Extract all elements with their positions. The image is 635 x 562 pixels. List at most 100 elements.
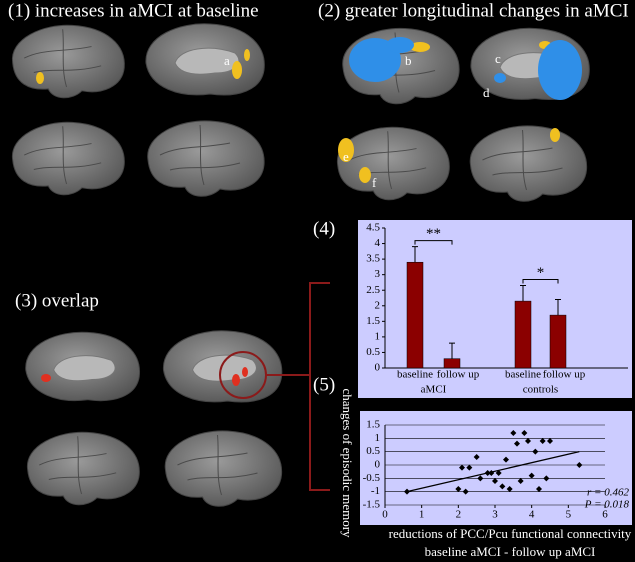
significance-label: ** <box>426 226 441 242</box>
region-letter: f <box>372 175 377 190</box>
y-tick-label: 0 <box>375 459 381 471</box>
x-tick-label: follow up <box>543 369 586 381</box>
y-tick-label: 3.5 <box>366 253 380 265</box>
x-tick-label: 3 <box>492 509 498 521</box>
point <box>547 438 553 444</box>
point <box>462 488 469 495</box>
activation <box>41 367 248 386</box>
region-letter: a <box>224 53 230 68</box>
point <box>521 430 528 436</box>
error-bar <box>555 299 561 316</box>
significance-bracket <box>414 240 453 245</box>
y-tick-label: 2.5 <box>366 284 380 296</box>
x-tick-label: 5 <box>566 509 572 521</box>
point <box>488 470 495 476</box>
point <box>477 475 484 482</box>
brain <box>469 125 588 202</box>
annotation: P = 0.018 <box>584 499 630 511</box>
point <box>543 475 550 482</box>
y-tick-label: 0.5 <box>366 445 380 457</box>
significance-label: * <box>537 265 545 281</box>
brain <box>11 121 125 196</box>
region-letter: d <box>483 85 490 100</box>
y-tick-label: 4 <box>375 237 381 249</box>
error-bar <box>520 285 526 302</box>
point <box>404 488 410 495</box>
x-tick-label: 4 <box>529 509 535 521</box>
panel-label: (4) <box>313 218 335 239</box>
group-label: aMCI <box>421 384 447 396</box>
panel-label: (5) <box>313 374 335 395</box>
x-axis-label: baseline aMCI - follow up aMCI <box>425 544 596 559</box>
brain <box>25 331 141 402</box>
group-label: controls <box>523 384 558 396</box>
bar <box>549 314 567 369</box>
point <box>499 483 506 490</box>
brain-images <box>11 23 590 507</box>
point <box>532 448 539 455</box>
x-tick-label: 2 <box>456 509 462 521</box>
brain <box>147 120 265 197</box>
x-tick-label: 1 <box>419 509 425 521</box>
chart-background <box>360 411 632 525</box>
brain <box>164 430 283 507</box>
significance-bracket <box>522 279 559 284</box>
point <box>503 456 509 463</box>
fit-line <box>406 451 580 493</box>
brain <box>336 126 450 201</box>
y-tick-label: 1.5 <box>366 419 380 431</box>
point <box>539 438 546 444</box>
bar <box>443 358 461 369</box>
bar <box>514 300 532 369</box>
annotation: r = 0.462 <box>587 487 629 499</box>
point <box>510 430 517 436</box>
y-tick-label: -1 <box>371 485 380 497</box>
point <box>473 454 480 460</box>
x-tick-label: follow up <box>437 369 480 381</box>
point <box>466 464 473 471</box>
x-tick-label: 6 <box>602 509 608 521</box>
point <box>517 478 524 484</box>
point <box>525 438 531 444</box>
point <box>492 478 498 484</box>
point <box>514 440 520 447</box>
bar <box>406 261 424 369</box>
point <box>528 472 535 479</box>
panel-label: (2) greater longitudinal changes in aMCI <box>318 0 629 21</box>
region-letter: c <box>495 51 501 66</box>
y-tick-label: -1.5 <box>363 499 381 511</box>
activation <box>349 37 582 100</box>
point <box>576 462 583 468</box>
x-axis-label: reductions of PCC/Pcu functional connect… <box>389 526 632 541</box>
x-tick-label: baseline <box>397 369 433 381</box>
brain <box>26 431 140 506</box>
y-tick-label: 1 <box>375 330 381 342</box>
point <box>536 486 542 492</box>
y-tick-label: 1 <box>375 432 381 444</box>
error-bar <box>449 342 455 359</box>
panel-label: (3) overlap <box>15 290 99 311</box>
point <box>484 470 491 476</box>
panel-label: (1) increases in aMCI at baseline <box>8 0 259 21</box>
brain <box>11 24 125 99</box>
y-tick-label: -0.5 <box>363 472 381 484</box>
point <box>455 486 462 492</box>
activation <box>36 41 560 183</box>
y-tick-label: 0 <box>375 362 381 374</box>
point <box>459 464 465 471</box>
point <box>506 486 513 492</box>
point <box>495 470 502 476</box>
bracket <box>266 282 330 491</box>
error-bar <box>412 246 418 263</box>
y-tick-label: 0.5 <box>366 346 380 358</box>
y-tick-label: 1.5 <box>366 315 380 327</box>
region-letter: e <box>343 149 349 164</box>
region-letter: b <box>405 53 412 68</box>
x-tick-label: 0 <box>382 509 388 521</box>
x-tick-label: baseline <box>505 369 541 381</box>
y-tick-label: 4.5 <box>366 222 380 234</box>
y-tick-label: 3 <box>375 268 381 280</box>
y-tick-label: 2 <box>375 299 381 311</box>
